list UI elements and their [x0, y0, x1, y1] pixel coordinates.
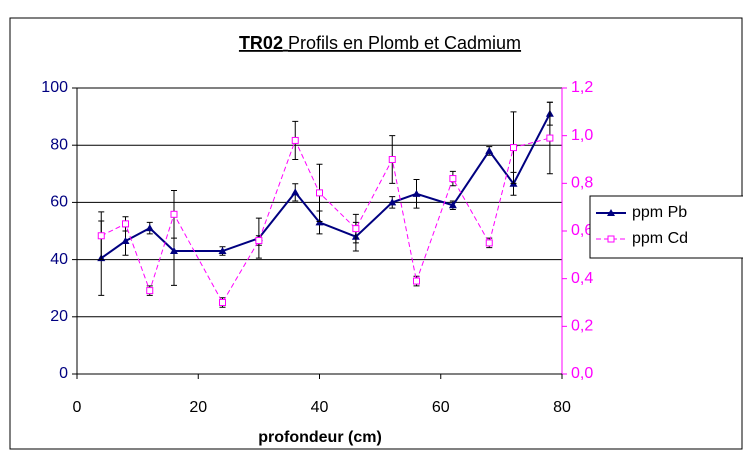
- y2-tick-label: 1,0: [571, 127, 593, 144]
- marker: [291, 188, 300, 196]
- x-tick-label: 60: [432, 399, 450, 416]
- x-tick-label: 20: [189, 399, 207, 416]
- marker: [170, 247, 178, 255]
- y2-tick-label: 0,6: [571, 222, 593, 239]
- marker: [546, 134, 554, 142]
- y2-tick-label: 0,8: [571, 175, 593, 192]
- y-tick-label: 0: [59, 365, 68, 382]
- y-tick-label: 100: [41, 79, 68, 96]
- y2-tick-label: 1,2: [571, 79, 593, 96]
- marker: [291, 136, 299, 144]
- marker: [412, 189, 421, 197]
- marker: [388, 156, 396, 163]
- x-tick-label: 0: [73, 399, 82, 416]
- y2-tick-label: 0,2: [571, 318, 593, 335]
- y-tick-label: 80: [50, 136, 68, 153]
- legend-box: [589, 195, 743, 259]
- marker: [352, 225, 360, 233]
- marker: [97, 232, 105, 240]
- x-axis-label: profondeur (cm): [258, 429, 382, 446]
- x-tick-label: 80: [553, 399, 571, 416]
- title-rest: Profils en Plomb et Cadmium: [288, 33, 521, 53]
- marker: [448, 201, 457, 209]
- marker: [485, 146, 494, 154]
- title-bold: TR02: [239, 33, 283, 53]
- marker: [255, 237, 263, 245]
- y-tick-label: 60: [50, 194, 68, 211]
- marker: [146, 287, 154, 295]
- legend-marker: [607, 209, 615, 216]
- marker: [510, 144, 517, 152]
- marker: [145, 224, 154, 232]
- marker: [413, 277, 420, 285]
- marker: [218, 247, 227, 255]
- y2-tick-label: 0,0: [571, 365, 593, 382]
- marker: [219, 299, 226, 306]
- y-tick-label: 40: [50, 251, 68, 268]
- legend-label: ppm Pb: [632, 204, 687, 221]
- marker: [485, 239, 493, 247]
- marker: [388, 198, 397, 206]
- y-tick-label: 20: [50, 308, 68, 325]
- marker: [316, 189, 323, 197]
- marker: [449, 175, 457, 183]
- marker: [170, 210, 178, 218]
- legend-marker: [607, 235, 615, 243]
- x-tick-label: 40: [311, 399, 329, 416]
- chart-title: TR02 Profils en Plomb et Cadmium: [239, 33, 521, 53]
- y2-tick-label: 0,4: [571, 270, 593, 287]
- legend-label: ppm Cd: [632, 230, 688, 247]
- marker: [122, 220, 129, 228]
- marker: [121, 237, 130, 245]
